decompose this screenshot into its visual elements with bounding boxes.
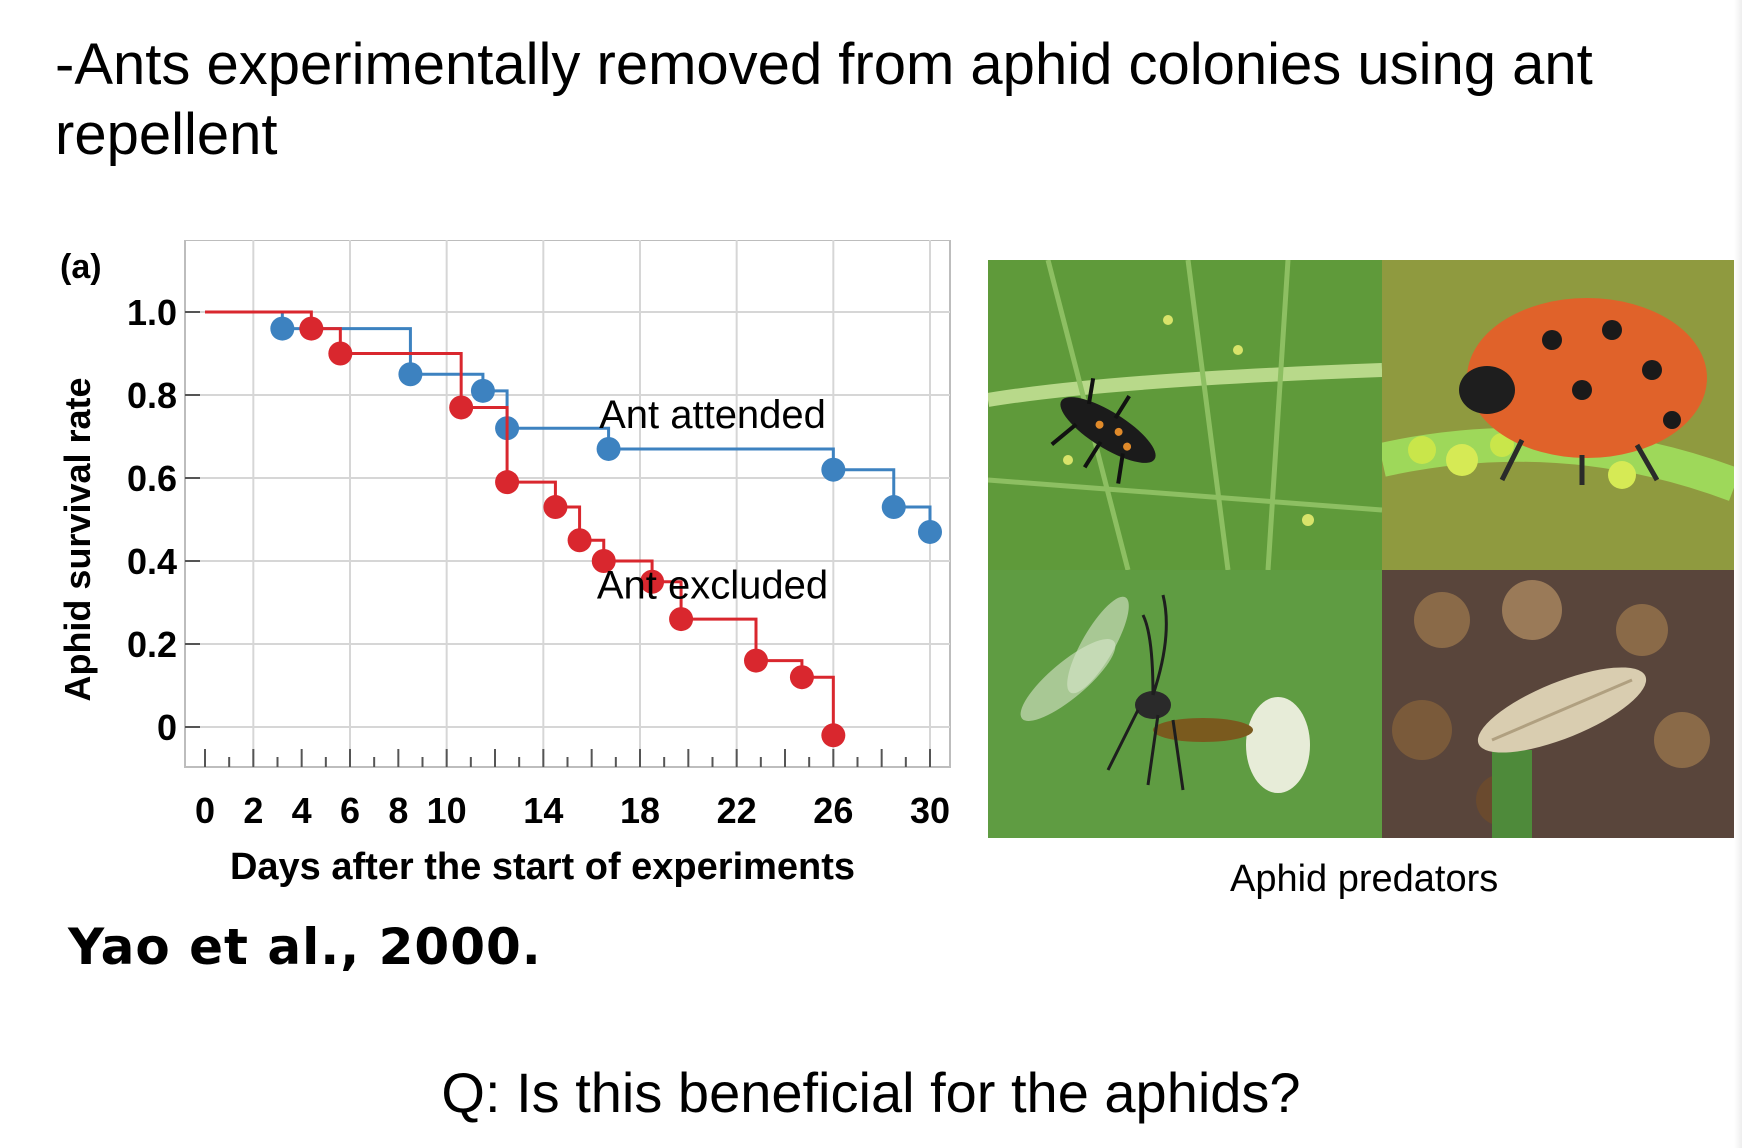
- data-point-0-5: [821, 457, 846, 482]
- x-tick-label: 26: [813, 790, 853, 831]
- panel-label: (a): [60, 248, 102, 286]
- x-tick-label: 4: [292, 790, 312, 831]
- data-point-1-3: [495, 470, 520, 495]
- x-tick-label: 10: [427, 790, 467, 831]
- y-tick-label: 0.8: [127, 375, 177, 416]
- data-point-0-7: [918, 519, 942, 544]
- data-point-0-0: [270, 316, 295, 341]
- x-tick-label: 14: [523, 790, 563, 831]
- slide-edge: [1734, 0, 1742, 1148]
- x-tick-label: 0: [195, 790, 215, 831]
- data-point-1-5: [567, 528, 592, 553]
- ladybird-larva-photo: [988, 260, 1382, 570]
- data-point-1-11: [821, 723, 846, 748]
- data-point-1-4: [543, 495, 568, 520]
- y-axis-label: Aphid survival rate: [57, 377, 98, 701]
- data-point-0-6: [881, 495, 906, 520]
- y-tick-label: 0: [157, 707, 177, 748]
- data-point-0-1: [398, 362, 423, 387]
- x-tick-label: 18: [620, 790, 660, 831]
- hoverfly-larva-photo: [1382, 570, 1735, 838]
- data-point-1-10: [789, 665, 814, 690]
- ladybird-beetle-icon: [1382, 260, 1735, 570]
- data-point-1-0: [299, 316, 324, 341]
- parasitoid-wasp-icon: [988, 570, 1382, 838]
- plot-frame: [184, 240, 951, 768]
- y-tick-label: 0.4: [127, 541, 177, 582]
- data-point-1-2: [449, 395, 474, 420]
- x-tick-label: 22: [717, 790, 757, 831]
- citation: Yao et al., 2000.: [68, 918, 542, 976]
- data-point-0-2: [470, 378, 495, 403]
- y-tick-label: 0.2: [127, 624, 177, 665]
- series-label-0: Ant attended: [599, 393, 826, 437]
- series-label-1: Ant excluded: [597, 563, 828, 607]
- ladybird-beetle-photo: [1382, 260, 1735, 570]
- x-axis-label: Days after the start of experiments: [230, 846, 855, 888]
- photo-caption: Aphid predators: [1230, 858, 1499, 900]
- data-point-0-4: [596, 436, 621, 461]
- y-tick-label: 1.0: [127, 292, 177, 333]
- data-point-1-9: [744, 648, 768, 673]
- x-tick-label: 6: [340, 790, 360, 831]
- question-text: Q: Is this beneficial for the aphids?: [441, 1061, 1301, 1124]
- x-tick-label: 2: [243, 790, 263, 831]
- parasitoid-wasp-photo: [988, 570, 1382, 838]
- ladybird-larva-icon: [988, 260, 1382, 570]
- data-point-1-8: [669, 607, 694, 632]
- slide-heading: -Ants experimentally removed from aphid …: [55, 32, 1593, 167]
- predator-photo-grid: [988, 260, 1735, 838]
- y-tick-label: 0.6: [127, 458, 177, 499]
- x-tick-label: 8: [388, 790, 408, 831]
- data-point-1-1: [328, 341, 353, 366]
- data-point-1-7: [640, 569, 665, 594]
- x-tick-label: 30: [910, 790, 950, 831]
- hoverfly-larva-icon: [1382, 570, 1735, 838]
- data-point-1-6: [591, 549, 616, 573]
